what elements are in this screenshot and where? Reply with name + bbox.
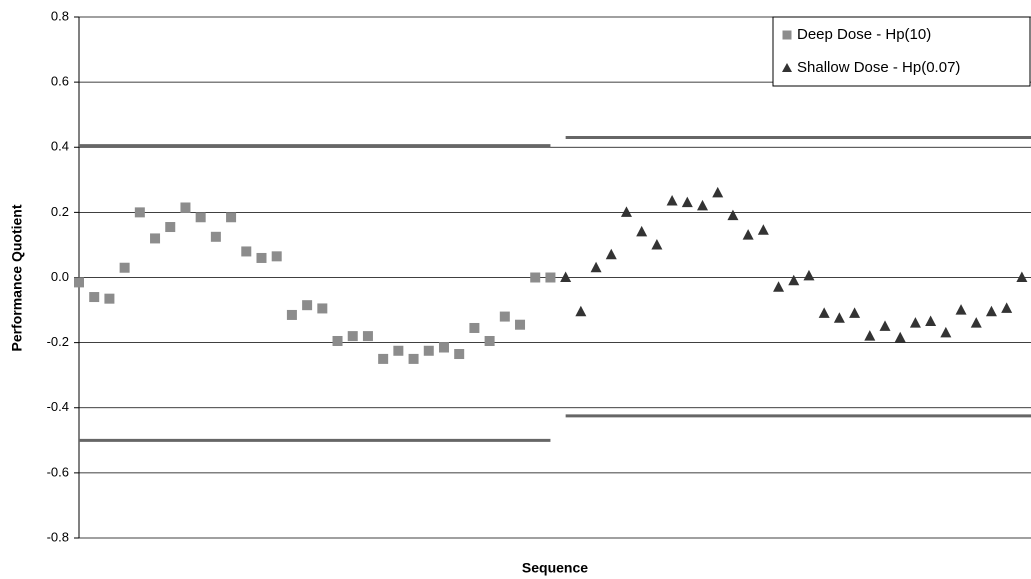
square-point <box>165 222 176 233</box>
y-tick-label: 0.0 <box>51 269 69 284</box>
triangle-point <box>1001 302 1013 313</box>
triangle-point <box>864 330 876 341</box>
square-point <box>286 309 297 320</box>
triangle-point <box>727 209 739 221</box>
triangle-point <box>575 305 587 317</box>
triangle-point <box>666 194 678 206</box>
square-point <box>134 207 145 218</box>
triangle-point <box>712 186 724 198</box>
triangle-point <box>894 331 906 343</box>
triangle-point <box>818 307 830 318</box>
triangle-point <box>925 315 937 326</box>
square-point <box>104 293 115 304</box>
triangle-point <box>636 225 648 237</box>
square-point <box>347 331 358 342</box>
triangle-point <box>879 320 891 331</box>
square-point <box>469 322 480 333</box>
y-tick-label: 0.6 <box>51 74 69 89</box>
square-point <box>317 303 328 314</box>
triangle-point <box>605 248 617 260</box>
triangle-point <box>560 271 572 282</box>
square-point <box>119 262 130 273</box>
triangle-point <box>773 281 785 292</box>
square-point <box>226 212 237 223</box>
triangle-point <box>849 307 861 318</box>
square-point <box>530 272 541 283</box>
y-tick-label: -0.4 <box>47 399 69 414</box>
y-tick-label: 0.4 <box>51 139 69 154</box>
square-point <box>302 300 313 311</box>
triangle-point <box>620 206 632 217</box>
square-point <box>74 277 84 288</box>
square-point <box>150 233 161 244</box>
square-point <box>393 345 404 356</box>
triangle-point <box>955 304 967 315</box>
square-point <box>332 335 343 346</box>
triangle-point <box>833 312 845 323</box>
triangle-point <box>788 274 800 286</box>
triangle-point <box>985 305 997 317</box>
square-point <box>545 272 556 283</box>
legend-marker <box>782 63 792 72</box>
square-point <box>362 331 373 342</box>
y-tick-label: 0.2 <box>51 204 69 219</box>
square-point <box>195 212 206 223</box>
square-point <box>241 246 252 257</box>
y-axis-label: Performance Quotient <box>9 204 25 351</box>
square-point <box>271 251 282 262</box>
square-point <box>180 202 191 213</box>
triangle-point <box>1016 271 1028 282</box>
triangle-point <box>742 229 754 240</box>
triangle-point <box>909 317 921 328</box>
triangle-point <box>940 326 952 338</box>
legend-label: Shallow Dose - Hp(0.07) <box>797 59 960 76</box>
y-tick-label: -0.6 <box>47 464 69 479</box>
square-point <box>256 252 267 263</box>
triangle-point <box>651 238 663 250</box>
square-point <box>454 349 465 360</box>
square-point <box>408 353 419 364</box>
square-point <box>423 345 434 356</box>
square-point <box>484 335 495 346</box>
triangle-point <box>970 317 982 328</box>
legend-box <box>772 16 1031 87</box>
triangle-point <box>757 224 769 235</box>
y-tick-label: -0.2 <box>47 334 69 349</box>
x-axis-label: Sequence <box>522 560 588 576</box>
triangle-point <box>697 199 709 211</box>
legend-label: Deep Dose - Hp(10) <box>797 26 931 43</box>
square-point <box>438 342 449 353</box>
triangle-point <box>803 269 815 281</box>
square-point <box>515 319 526 330</box>
triangle-point <box>681 196 693 208</box>
triangle-point <box>590 261 602 273</box>
y-tick-label: 0.8 <box>51 8 69 23</box>
square-point <box>378 353 389 364</box>
square-point <box>499 311 510 322</box>
legend-marker <box>782 30 792 40</box>
square-point <box>210 231 221 242</box>
y-tick-label: -0.8 <box>47 529 69 544</box>
square-point <box>89 292 100 303</box>
